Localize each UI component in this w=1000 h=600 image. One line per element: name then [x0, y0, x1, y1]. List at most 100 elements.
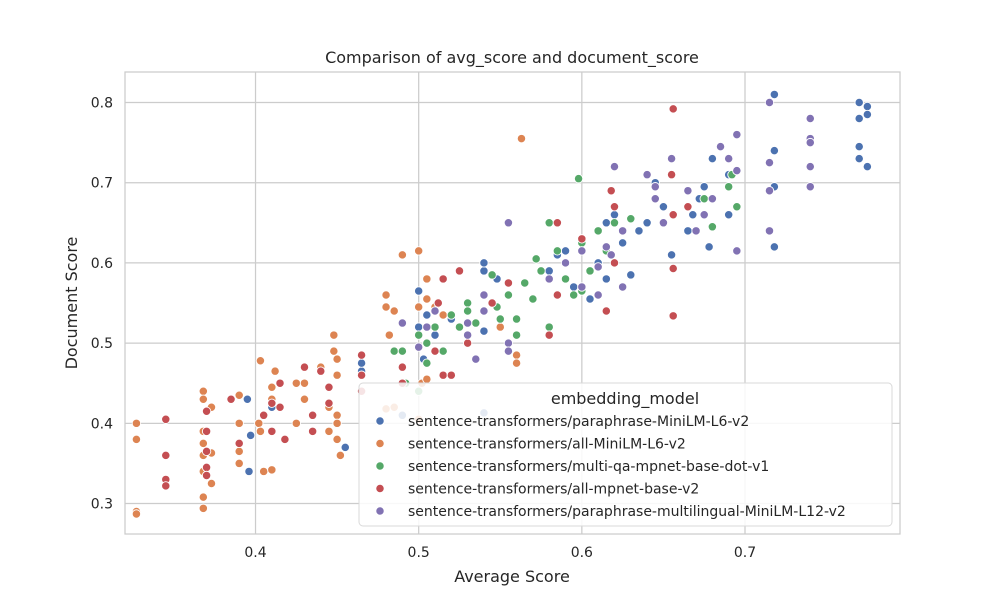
data-point [462, 298, 473, 308]
data-point [307, 410, 318, 420]
data-point [299, 394, 310, 404]
data-point [606, 186, 616, 196]
series-4 [161, 104, 693, 491]
legend-label: sentence-transformers/all-MiniLM-L6-v2 [408, 437, 686, 453]
data-point [520, 278, 530, 288]
legend-title: embedding_model [551, 389, 699, 409]
data-point [650, 194, 660, 204]
legend-label: sentence-transformers/paraphrase-multili… [408, 504, 846, 520]
legend-label: sentence-transformers/all-mpnet-base-v2 [408, 482, 699, 498]
data-point [430, 346, 440, 356]
x-axis-label: Average Score [454, 567, 570, 586]
data-point [585, 294, 595, 304]
data-point [715, 141, 726, 152]
data-point [577, 282, 587, 292]
data-point [528, 294, 538, 304]
data-point [560, 258, 571, 268]
data-point [626, 270, 636, 280]
data-point [854, 153, 864, 164]
data-point [699, 194, 709, 204]
data-point [267, 426, 277, 436]
chart-title: Comparison of avg_score and document_sco… [325, 48, 699, 68]
data-point [430, 306, 440, 316]
data-point [617, 238, 628, 248]
legend-box [358, 382, 893, 527]
legend-marker [375, 438, 385, 449]
data-point [454, 322, 465, 332]
data-point [495, 314, 505, 324]
legend-marker [375, 506, 385, 516]
data-point [384, 330, 394, 340]
data-point [422, 338, 432, 348]
data-point [544, 274, 554, 284]
data-point [601, 218, 611, 228]
data-point [707, 222, 718, 232]
data-point [234, 446, 244, 457]
data-point [683, 202, 693, 212]
data-point [234, 390, 244, 400]
data-point [198, 394, 208, 404]
data-point [688, 210, 698, 220]
x-tick-label: 0.7 [734, 545, 756, 561]
data-point [511, 314, 522, 324]
data-point [691, 226, 701, 236]
data-point [433, 298, 443, 308]
data-point [609, 202, 620, 212]
data-point [291, 418, 301, 428]
x-tick-label: 0.6 [571, 545, 593, 561]
data-point [503, 290, 514, 300]
data-point [430, 322, 440, 332]
data-point [414, 286, 424, 296]
data-point [487, 298, 497, 308]
data-point [275, 378, 285, 388]
data-point [479, 258, 489, 268]
data-point [503, 278, 514, 288]
data-point [511, 330, 522, 340]
data-point [704, 242, 714, 252]
data-point [254, 418, 264, 428]
data-point [356, 350, 367, 360]
data-point [732, 129, 742, 140]
x-tick-label: 0.5 [408, 545, 430, 561]
data-point [668, 263, 678, 274]
data-point [552, 246, 563, 256]
series-5 [397, 97, 815, 364]
y-tick-label: 0.7 [91, 176, 113, 192]
data-point [503, 346, 514, 356]
data-point [634, 226, 644, 236]
data-point [446, 310, 456, 320]
data-point [503, 218, 514, 228]
data-point [593, 226, 603, 236]
data-point [479, 290, 489, 300]
data-point [495, 322, 505, 332]
data-point [226, 394, 236, 404]
data-point [422, 274, 432, 284]
data-point [862, 161, 873, 172]
legend-entries: sentence-transformers/paraphrase-MiniLM-… [375, 414, 846, 520]
data-point [316, 366, 326, 376]
data-point [732, 246, 742, 256]
data-point [764, 157, 775, 168]
data-point [438, 346, 448, 356]
data-point [206, 478, 217, 489]
data-point [332, 354, 342, 364]
data-point [131, 434, 142, 445]
data-point [332, 418, 342, 428]
data-point [414, 302, 424, 312]
data-point [307, 426, 318, 436]
data-point [724, 210, 734, 220]
data-point [471, 354, 481, 364]
data-point [275, 402, 285, 412]
data-point [332, 434, 342, 445]
data-point [732, 202, 742, 212]
legend-marker [375, 416, 385, 426]
data-point [270, 366, 280, 376]
data-point [769, 145, 780, 156]
data-point [201, 446, 212, 457]
data-point [707, 153, 718, 164]
data-point [606, 250, 616, 260]
data-point [552, 290, 563, 300]
data-point [438, 310, 448, 320]
data-point [617, 282, 628, 292]
data-point [650, 182, 660, 192]
